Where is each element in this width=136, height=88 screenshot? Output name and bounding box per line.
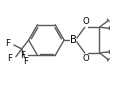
Text: O: O (82, 54, 89, 63)
Text: F: F (20, 51, 25, 60)
Text: F: F (7, 54, 12, 63)
Text: B: B (70, 35, 77, 45)
Text: O: O (82, 17, 89, 26)
Text: F: F (5, 39, 10, 48)
Text: F: F (23, 57, 28, 66)
